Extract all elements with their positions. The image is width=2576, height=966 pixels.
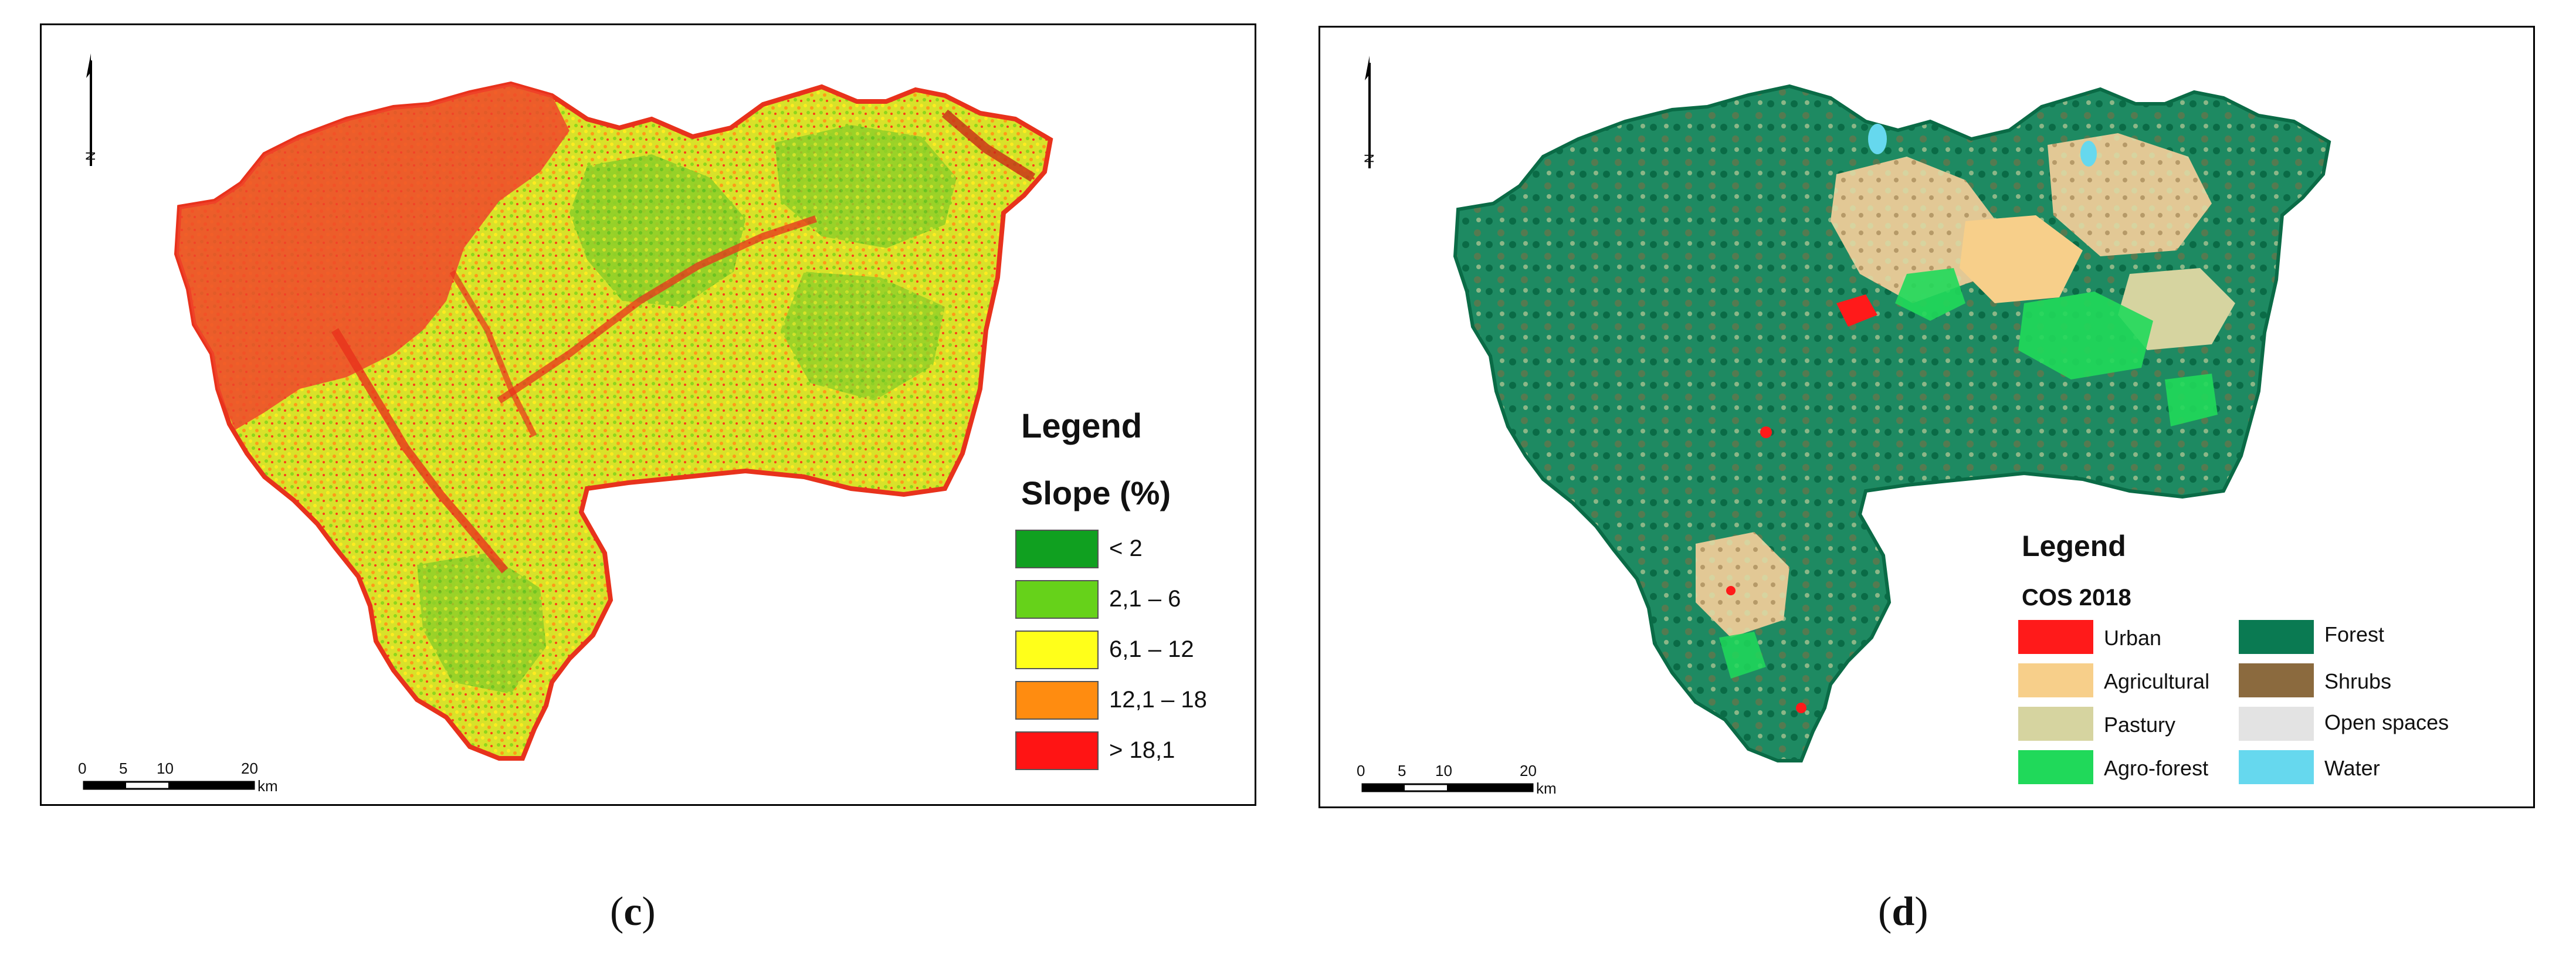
north-label: N	[1361, 154, 1377, 163]
scale-tick-10: 10	[1435, 762, 1452, 779]
legend-label-class-5: > 18,1	[1109, 737, 1175, 763]
scale-tick-20: 20	[241, 760, 258, 777]
legend-swatch-forest	[2239, 620, 2314, 654]
land-use-map-panel: N 0 5 10 20 km Legend COS 2018 Urban Agr…	[1318, 26, 2535, 808]
legend-swatch-agro-forest	[2018, 750, 2093, 784]
legend-label-class-3: 6,1 – 12	[1109, 636, 1194, 662]
legend-subtitle: Slope (%)	[1021, 474, 1171, 511]
north-arrow-icon	[86, 53, 92, 166]
legend-swatch-open-spaces	[2239, 707, 2314, 741]
scale-tick-5: 5	[1398, 762, 1406, 779]
legend-title: Legend	[1021, 407, 1143, 445]
legend-swatch-water	[2239, 750, 2314, 784]
legend-label-forest: Forest	[2324, 622, 2385, 646]
north-label: N	[83, 151, 98, 161]
scale-bar	[83, 781, 255, 790]
legend-label-class-2: 2,1 – 6	[1109, 586, 1181, 612]
legend-label-class-1: < 2	[1109, 535, 1143, 561]
scale-tick-0: 0	[78, 760, 87, 777]
legend-label-urban: Urban	[2104, 626, 2162, 650]
legend-swatch-class-4	[1015, 681, 1099, 720]
scale-bar	[1361, 783, 1534, 792]
legend-swatch-agricultural	[2018, 663, 2093, 697]
legend-title: Legend	[2022, 530, 2126, 562]
scale-unit: km	[257, 777, 278, 795]
legend-subtitle: COS 2018	[2022, 585, 2131, 611]
legend-swatch-class-5	[1015, 731, 1099, 770]
legend-label-agricultural: Agricultural	[2104, 669, 2210, 693]
north-arrow-icon	[1365, 56, 1371, 168]
slope-map	[83, 53, 1053, 790]
legend-label-shrubs: Shrubs	[2324, 669, 2392, 693]
legend-swatch-shrubs	[2239, 663, 2314, 697]
legend-label-water: Water	[2324, 756, 2380, 780]
legend-swatch-urban	[2018, 620, 2093, 654]
legend-label-pastury: Pastury	[2104, 713, 2176, 737]
scale-tick-0: 0	[1357, 762, 1365, 779]
scale-tick-5: 5	[119, 760, 128, 777]
scale-tick-20: 20	[1520, 762, 1537, 779]
scale-unit: km	[1536, 779, 1557, 797]
legend-swatch-class-1	[1015, 530, 1099, 568]
caption-d: (d)	[1878, 889, 1928, 934]
legend-label-class-4: 12,1 – 18	[1109, 687, 1207, 713]
legend-swatch-class-2	[1015, 580, 1099, 619]
slope-map-panel: N 0 5 10 20 km Legend Slope (%) < 2 2,1 …	[40, 23, 1256, 806]
legend-label-open-spaces: Open spaces	[2324, 710, 2449, 734]
scale-tick-10: 10	[157, 760, 174, 777]
land-use-map	[1361, 56, 2331, 792]
legend-swatch-class-3	[1015, 631, 1099, 669]
legend-swatch-pastury	[2018, 707, 2093, 741]
caption-c: (c)	[610, 889, 656, 934]
legend-label-agro-forest: Agro-forest	[2104, 756, 2209, 780]
